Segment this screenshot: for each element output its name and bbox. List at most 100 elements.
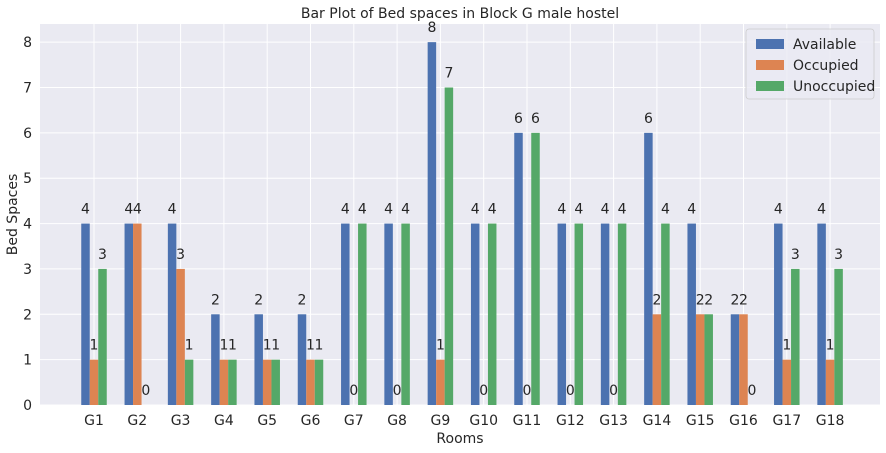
- bar-value-label: 0: [393, 383, 402, 399]
- bar-value-label: 4: [471, 202, 480, 218]
- y-axis-label: Bed Spaces: [5, 174, 21, 256]
- x-tick-label: G15: [686, 413, 715, 429]
- bar-unoccupied: [184, 359, 194, 405]
- legend-swatch: [756, 81, 784, 91]
- bar-value-label: 1: [271, 338, 280, 354]
- x-tick-label: G18: [816, 413, 845, 429]
- y-axis-ticks: 0 1 2 3 4 5 6 7 8: [23, 35, 32, 414]
- x-tick-label: G4: [214, 413, 234, 429]
- bar-unoccupied: [358, 223, 367, 405]
- x-tick-label: G14: [643, 413, 672, 429]
- bar-value-label: 7: [444, 66, 453, 82]
- bar-occupied: [436, 359, 445, 405]
- bar-value-label: 1: [263, 338, 272, 354]
- bar-value-label: 1: [782, 338, 791, 354]
- bar-value-label: 0: [609, 383, 618, 399]
- bar-value-label: 2: [254, 292, 263, 308]
- bar-value-label: 4: [661, 202, 670, 218]
- y-tick-label: 3: [23, 262, 32, 278]
- bar-available: [730, 314, 740, 405]
- x-tick-label: G17: [772, 413, 801, 429]
- bar-value-label: 1: [315, 338, 324, 354]
- bar-available: [470, 223, 480, 405]
- bar-available: [774, 223, 783, 405]
- bar-value-label: 4: [601, 202, 610, 218]
- bar-unoccupied: [574, 223, 584, 405]
- bar-available: [557, 223, 567, 405]
- bar-available: [687, 223, 696, 405]
- bar-occupied: [133, 223, 142, 405]
- x-tick-label: G12: [556, 413, 585, 429]
- bar-occupied: [306, 359, 315, 405]
- bar-value-label: 4: [618, 202, 627, 218]
- x-tick-label: G11: [513, 413, 542, 429]
- x-axis-label: Rooms: [436, 431, 483, 447]
- bar-value-label: 6: [514, 111, 523, 127]
- bar-value-label: 3: [98, 247, 107, 263]
- bar-available: [644, 132, 653, 405]
- bar-occupied: [825, 359, 835, 405]
- bar-value-label: 2: [696, 292, 705, 308]
- bar-value-label: 4: [817, 202, 826, 218]
- y-tick-label: 2: [23, 307, 32, 323]
- bar-unoccupied: [487, 223, 497, 405]
- legend-swatch: [756, 60, 784, 70]
- bar-value-label: 2: [652, 292, 661, 308]
- bar-value-label: 3: [176, 247, 185, 263]
- y-tick-label: 1: [23, 353, 32, 369]
- bar-available: [124, 223, 134, 405]
- legend: Available Occupied Unoccupied: [745, 28, 875, 100]
- bar-available: [384, 223, 393, 405]
- x-tick-label: G2: [127, 413, 147, 429]
- bar-value-label: 4: [687, 202, 696, 218]
- x-tick-label: G16: [729, 413, 758, 429]
- bar-available: [81, 223, 90, 405]
- bar-value-label: 1: [219, 338, 228, 354]
- y-tick-label: 8: [23, 35, 32, 51]
- bar-value-label: 8: [427, 20, 436, 36]
- bar-value-label: 4: [384, 202, 393, 218]
- bar-unoccupied: [444, 87, 454, 405]
- bar-unoccupied: [704, 314, 713, 405]
- bar-unoccupied: [617, 223, 627, 405]
- x-axis-ticks: G1 G2 G3 G4 G5 G6 G7 G8 G9 G10 G11 G12 G13 G14 G15 G16 G…: [84, 413, 844, 429]
- bar-value-label: 1: [306, 338, 315, 354]
- bar-value-label: 4: [124, 202, 133, 218]
- bar-value-label: 2: [704, 292, 713, 308]
- bar-occupied: [695, 314, 705, 405]
- y-tick-label: 6: [23, 126, 32, 142]
- bar-value-label: 4: [574, 202, 583, 218]
- bar-value-label: 4: [358, 202, 367, 218]
- bar-value-label: 1: [826, 338, 835, 354]
- bar-value-label: 2: [298, 292, 307, 308]
- bar-value-label: 3: [791, 247, 800, 263]
- bar-value-label: 6: [644, 111, 653, 127]
- bar-value-label: 0: [523, 383, 532, 399]
- x-tick-label: G13: [599, 413, 628, 429]
- bar-unoccupied: [98, 268, 107, 405]
- bar-value-label: 4: [774, 202, 783, 218]
- bar-value-label: 0: [349, 383, 358, 399]
- bar-value-label: 4: [168, 202, 177, 218]
- bar-occupied: [652, 314, 662, 405]
- bar-unoccupied: [314, 359, 324, 405]
- bar-occupied: [739, 314, 748, 405]
- bar-value-label: 2: [739, 292, 748, 308]
- bar-value-label: 3: [834, 247, 843, 263]
- legend-swatch: [756, 39, 784, 49]
- y-tick-label: 4: [23, 217, 32, 233]
- bar-value-label: 2: [731, 292, 740, 308]
- bar-unoccupied: [791, 268, 800, 405]
- bar-unoccupied: [401, 223, 410, 405]
- x-tick-label: G1: [84, 413, 104, 429]
- x-tick-label: G9: [431, 413, 451, 429]
- y-tick-label: 0: [23, 398, 32, 414]
- y-tick-label: 5: [23, 171, 32, 187]
- bar-value-label: 0: [748, 383, 757, 399]
- x-tick-label: G5: [257, 413, 277, 429]
- bars: [81, 42, 843, 406]
- bar-value-label: 2: [211, 292, 220, 308]
- legend-label: Available: [793, 37, 856, 53]
- bar-value-label: 4: [401, 202, 410, 218]
